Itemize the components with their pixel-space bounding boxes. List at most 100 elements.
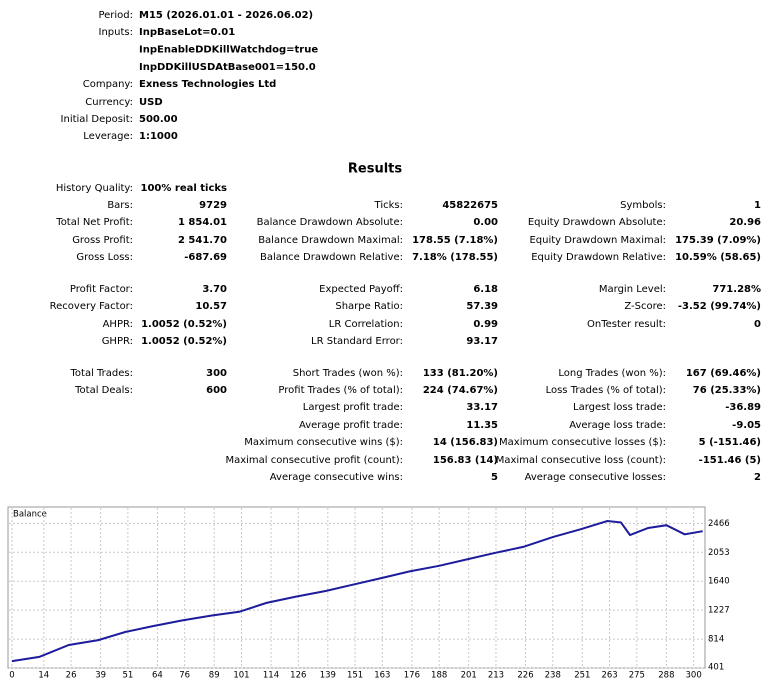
field-label: Inputs: bbox=[99, 27, 133, 38]
y-tick-label: 1227 bbox=[708, 606, 730, 616]
metric-value: 5 bbox=[491, 472, 498, 483]
x-tick-label: 26 bbox=[66, 671, 77, 681]
metric-label: Balance Drawdown Absolute: bbox=[257, 217, 403, 228]
metric-value: 2 541.70 bbox=[178, 235, 227, 246]
field-value: 500.00 bbox=[139, 114, 178, 125]
metric-label: Gross Loss: bbox=[76, 252, 133, 263]
metric-value: 76 (25.33%) bbox=[693, 385, 761, 396]
metric-value: 2 bbox=[754, 472, 761, 483]
metric-value: -687.69 bbox=[184, 252, 227, 263]
metric-value: 156.83 (14) bbox=[433, 455, 498, 466]
metric-label: Profit Factor: bbox=[70, 284, 133, 295]
chart-frame bbox=[7, 506, 706, 669]
x-tick-label: 201 bbox=[461, 671, 477, 681]
x-tick-label: 251 bbox=[574, 671, 590, 681]
x-tick-label: 89 bbox=[209, 671, 220, 681]
metric-label: Average loss trade: bbox=[569, 420, 666, 431]
metric-label: Long Trades (won %): bbox=[558, 368, 666, 379]
x-tick-label: 288 bbox=[658, 671, 674, 681]
metric-value: 600 bbox=[206, 385, 227, 396]
metric-label: Maximal consecutive loss (count): bbox=[496, 455, 666, 466]
metric-value: 1 bbox=[754, 200, 761, 211]
y-tick-label: 401 bbox=[708, 663, 724, 673]
metric-label: Average consecutive wins: bbox=[270, 472, 403, 483]
metric-value: 0 bbox=[754, 319, 761, 330]
x-tick-label: 188 bbox=[431, 671, 447, 681]
metric-value: 10.57 bbox=[195, 301, 227, 312]
metric-label: Total Deals: bbox=[74, 385, 133, 396]
chart-title: Balance bbox=[13, 510, 47, 520]
metric-value: 300 bbox=[206, 368, 227, 379]
metric-label: Z-Score: bbox=[624, 301, 666, 312]
metric-value: 771.28% bbox=[712, 284, 761, 295]
x-tick-label: 0 bbox=[9, 671, 14, 681]
y-tick-label: 2466 bbox=[708, 519, 730, 529]
metric-value: 57.39 bbox=[466, 301, 498, 312]
metric-value: 10.59% (58.65) bbox=[675, 252, 761, 263]
x-tick-label: 14 bbox=[38, 671, 49, 681]
metric-label: Equity Drawdown Absolute: bbox=[528, 217, 666, 228]
field-value: Exness Technologies Ltd bbox=[139, 79, 276, 90]
metric-value: 224 (74.67%) bbox=[423, 385, 498, 396]
metric-label: GHPR: bbox=[102, 336, 133, 347]
field-value: M15 (2026.01.01 - 2026.06.02) bbox=[139, 10, 313, 21]
field-value: USD bbox=[139, 97, 163, 108]
metric-label: Total Net Profit: bbox=[55, 217, 133, 228]
metric-label: Recovery Factor: bbox=[50, 301, 133, 312]
x-tick-label: 64 bbox=[152, 671, 163, 681]
x-tick-label: 300 bbox=[686, 671, 702, 681]
metric-value: 93.17 bbox=[466, 336, 498, 347]
metric-label: AHPR: bbox=[103, 319, 133, 330]
metric-label: Maximal consecutive profit (count): bbox=[225, 455, 403, 466]
metric-label: Ticks: bbox=[374, 200, 403, 211]
metric-label: Balance Drawdown Maximal: bbox=[258, 235, 403, 246]
x-tick-label: 51 bbox=[122, 671, 133, 681]
y-tick-label: 1640 bbox=[708, 577, 730, 587]
metric-value: 6.18 bbox=[473, 284, 498, 295]
metric-value: 20.96 bbox=[729, 217, 761, 228]
results-title: Results bbox=[348, 162, 402, 177]
metric-value: -3.52 (99.74%) bbox=[678, 301, 761, 312]
metric-label: Total Trades: bbox=[70, 368, 134, 379]
metric-value: 178.55 (7.18%) bbox=[412, 235, 498, 246]
metric-label: Equity Drawdown Relative: bbox=[531, 252, 666, 263]
y-tick-label: 814 bbox=[708, 635, 724, 645]
metric-label: Maximum consecutive wins ($): bbox=[244, 437, 403, 448]
field-label: Initial Deposit: bbox=[61, 114, 133, 125]
x-tick-label: 226 bbox=[517, 671, 533, 681]
x-tick-label: 76 bbox=[179, 671, 190, 681]
x-tick-label: 114 bbox=[263, 671, 279, 681]
metric-value: 33.17 bbox=[466, 402, 498, 413]
metric-value: 3.70 bbox=[202, 284, 227, 295]
x-tick-label: 101 bbox=[233, 671, 249, 681]
x-tick-label: 263 bbox=[601, 671, 617, 681]
metric-label: Profit Trades (% of total): bbox=[278, 385, 403, 396]
metric-value: 7.18% (178.55) bbox=[412, 252, 498, 263]
metric-label: Maximum consecutive losses ($): bbox=[499, 437, 666, 448]
metric-label: Short Trades (won %): bbox=[293, 368, 403, 379]
metric-label: Loss Trades (% of total): bbox=[546, 385, 666, 396]
field-value: InpBaseLot=0.01 bbox=[139, 27, 235, 38]
x-tick-label: 151 bbox=[347, 671, 363, 681]
metric-value: 11.35 bbox=[466, 420, 498, 431]
metric-value: 45822675 bbox=[442, 200, 498, 211]
x-tick-label: 176 bbox=[404, 671, 420, 681]
metric-value: 0.00 bbox=[473, 217, 498, 228]
metric-value: 1.0052 (0.52%) bbox=[141, 336, 227, 347]
field-value: 1:1000 bbox=[139, 131, 178, 142]
metric-label: Sharpe Ratio: bbox=[335, 301, 403, 312]
metric-value: 14 (156.83) bbox=[433, 437, 498, 448]
field-value: InpDDKillUSDAtBase001=150.0 bbox=[139, 62, 316, 73]
metric-label: History Quality: bbox=[56, 183, 133, 194]
metric-label: Gross Profit: bbox=[72, 235, 133, 246]
field-label: Leverage: bbox=[83, 131, 133, 142]
x-tick-label: 163 bbox=[374, 671, 390, 681]
metric-value: 9729 bbox=[199, 200, 227, 211]
metric-label: Balance Drawdown Relative: bbox=[260, 252, 403, 263]
metric-value: 175.39 (7.09%) bbox=[675, 235, 761, 246]
field-label: Currency: bbox=[85, 97, 133, 108]
metric-label: Bars: bbox=[107, 200, 133, 211]
field-value: InpEnableDDKillWatchdog=true bbox=[139, 45, 318, 56]
metric-label: Largest profit trade: bbox=[303, 402, 403, 413]
